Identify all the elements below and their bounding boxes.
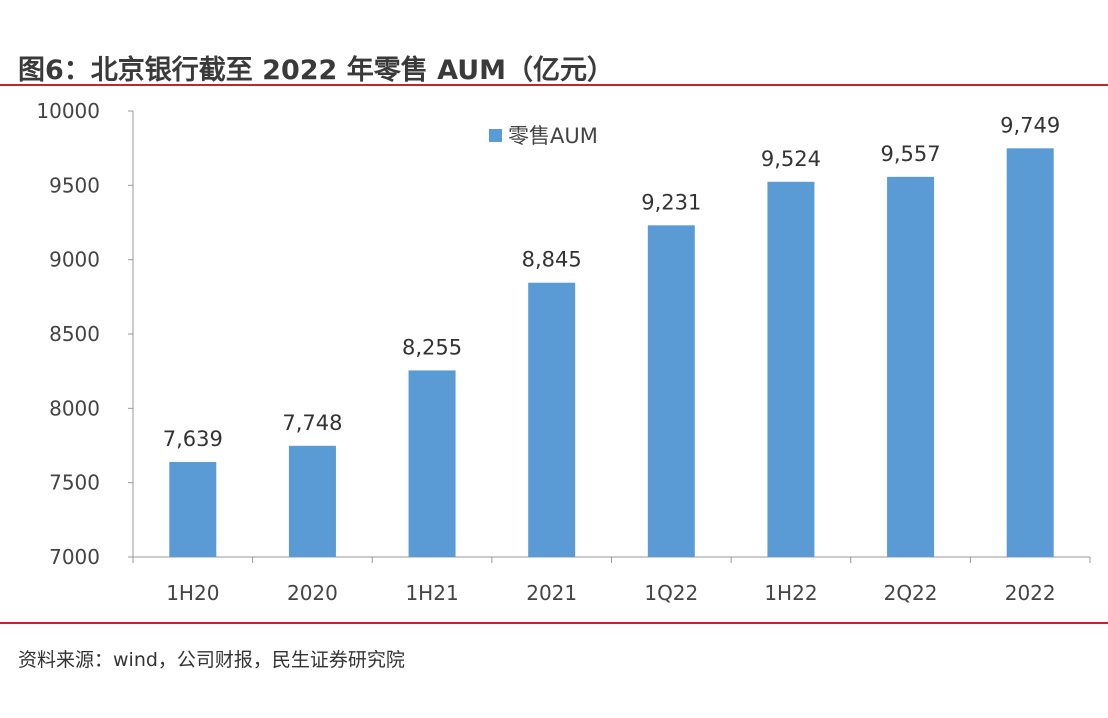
title-divider	[0, 84, 1108, 86]
y-tick-label: 7500	[49, 471, 100, 495]
x-tick-label: 2020	[287, 581, 338, 605]
legend-label: 零售AUM	[508, 124, 598, 148]
bar-2021	[528, 282, 576, 557]
data-label: 7,748	[282, 411, 342, 435]
x-tick-label: 1H21	[405, 581, 458, 605]
y-tick-label: 8000	[49, 396, 100, 420]
source-divider	[0, 622, 1108, 624]
x-tick-label: 2021	[526, 581, 577, 605]
x-tick-label: 1H22	[764, 581, 817, 605]
source-note: 资料来源：wind，公司财报，民生证券研究院	[18, 649, 405, 671]
data-label: 8,845	[522, 248, 582, 272]
chart-title: 图6：北京银行截至 2022 年零售 AUM（亿元）	[18, 55, 614, 86]
y-tick-label: 10000	[36, 99, 100, 123]
x-tick-label: 1H20	[166, 581, 219, 605]
data-label: 9,231	[641, 190, 701, 214]
data-label: 7,639	[163, 427, 223, 451]
y-tick-label: 9000	[49, 248, 100, 272]
bar-2Q22	[887, 176, 935, 558]
x-tick-label: 2022	[1005, 581, 1056, 605]
legend-swatch	[489, 129, 502, 142]
bar-1H20	[169, 462, 217, 557]
y-tick-label: 7000	[49, 545, 100, 569]
data-label: 9,557	[881, 142, 941, 166]
y-tick-label: 8500	[49, 322, 100, 346]
bar-2022	[1006, 148, 1054, 557]
bar-1Q22	[647, 225, 695, 558]
bar-2020	[288, 445, 336, 557]
data-label: 9,749	[1000, 113, 1060, 137]
x-tick-label: 2Q22	[884, 581, 938, 605]
bar-1H22	[767, 181, 815, 558]
data-label: 9,524	[761, 147, 821, 171]
bar-1H21	[408, 370, 456, 557]
data-label: 8,255	[402, 335, 462, 359]
x-tick-label: 1Q22	[644, 581, 698, 605]
y-tick-label: 9500	[49, 173, 100, 197]
